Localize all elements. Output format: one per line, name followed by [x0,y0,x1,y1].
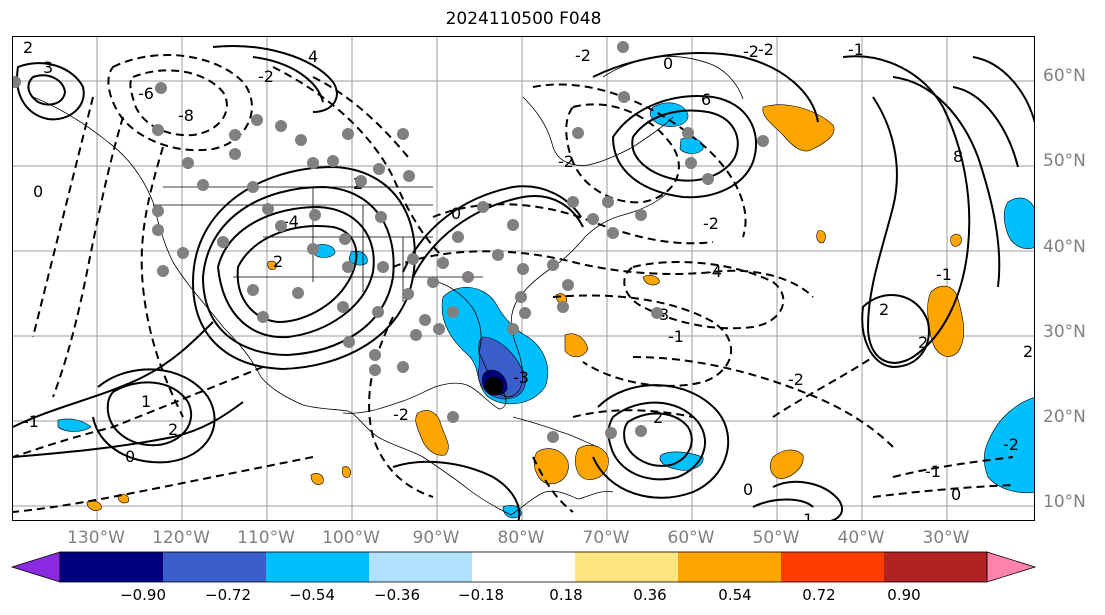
lon-label: 90°W [412,528,460,548]
colorbar-tick: −0.18 [458,586,504,604]
contour-label: -1 [848,40,864,59]
contour-label: 1 [803,510,813,521]
lon-label: 80°W [497,528,545,548]
contour-label: -4 [706,262,722,281]
contour-label: 0 [33,182,43,201]
contour-label: -2 [703,214,719,233]
lat-label: 20°N [1043,407,1086,427]
contour-label: -2 [393,405,409,424]
contour-label: 0 [125,447,135,466]
shaded-anomalies [57,102,1034,519]
contour-label: -6 [138,84,154,103]
colorbar-tick: 0.90 [887,586,921,604]
colorbar-tick: −0.36 [374,586,420,604]
contour-label: 2 [273,252,283,271]
contour-label: 2 [23,38,33,57]
contour-label: -8 [178,106,194,125]
contour-label: -2 [743,42,759,61]
contour-labels: 2 3 4 -2 0 -6 -8 -4 6 -2 0 -2 8 2 -1 -2 … [23,38,1033,521]
contour-label: 1 [141,392,151,411]
contour-label: 2 [879,300,889,319]
contour-label: -3 [513,368,529,387]
lon-label: 110°W [237,528,295,548]
lat-label: 50°N [1043,151,1086,171]
contour-label: -2 [258,67,274,86]
lon-label: 120°W [152,528,210,548]
contour-label: 0 [663,54,673,73]
contour-label: 2 [653,408,663,427]
contour-label: 6 [701,90,711,109]
colorbar-tick: −0.54 [289,586,335,604]
coastlines [32,55,744,516]
contour-label: -1 [668,327,684,346]
colorbar-tick: 0.72 [802,586,836,604]
contour-label: -2 [758,40,774,59]
contour-label: 3 [43,58,53,77]
map-title: 2024110500 F048 [445,9,602,29]
colorbar-segment [163,552,267,582]
contour-label: 8 [953,147,963,166]
colorbar-extend-high [986,551,1037,583]
lon-label: 40°W [837,528,885,548]
colorbar [10,551,1037,583]
colorbar-tick: −0.72 [205,586,251,604]
colorbar-segment [575,552,679,582]
lon-label: 60°W [667,528,715,548]
station-markers [13,41,769,443]
colorbar-tick: 0.54 [718,586,752,604]
contour-label: -2 [575,46,591,65]
colorbar-segment [472,552,576,582]
lat-label: 60°N [1043,66,1086,86]
contour-label: -2 [558,152,574,171]
contour-label: 4 [308,47,318,66]
lon-label: 130°W [67,528,125,548]
contour-label: 0 [451,204,461,223]
colorbar-segment [781,552,885,582]
lon-label: 100°W [322,528,380,548]
colorbar-extend-low [10,551,61,583]
map-canvas: 2 3 4 -2 0 -6 -8 -4 6 -2 0 -2 8 2 -1 -2 … [13,37,1034,521]
colorbar-segment [369,552,473,582]
contour-label: -1 [925,462,941,481]
contour-label: -1 [23,412,39,431]
colorbar-tick: −0.90 [120,586,166,604]
lat-label: 10°N [1043,492,1086,512]
colorbar-segment [884,552,988,582]
colorbar-tick: 0.18 [549,586,583,604]
contour-label: 2 [918,333,928,352]
contour-label: 0 [951,485,961,504]
colorbar-segment [678,552,782,582]
contour-label: 0 [743,480,753,499]
colorbar-segment [60,552,164,582]
colorbar-tick: 0.36 [633,586,667,604]
map-panel: 2 3 4 -2 0 -6 -8 -4 6 -2 0 -2 8 2 -1 -2 … [12,36,1035,521]
lat-label: 40°N [1043,237,1086,257]
contour-label: 2 [1023,342,1033,361]
contour-label: 3 [659,305,669,324]
contour-label: 2 [168,420,178,439]
contour-label: -1 [936,265,952,284]
lon-label: 50°W [752,528,800,548]
contour-label: -2 [788,370,804,389]
lat-label: 30°N [1043,322,1086,342]
colorbar-frame [59,551,988,583]
lon-label: 70°W [582,528,630,548]
lon-label: 30°W [922,528,970,548]
positive-contours [13,45,1034,520]
colorbar-segment [266,552,370,582]
colorbar-segments [10,551,1037,583]
graticule [13,37,1034,520]
contour-label: -2 [1003,435,1019,454]
